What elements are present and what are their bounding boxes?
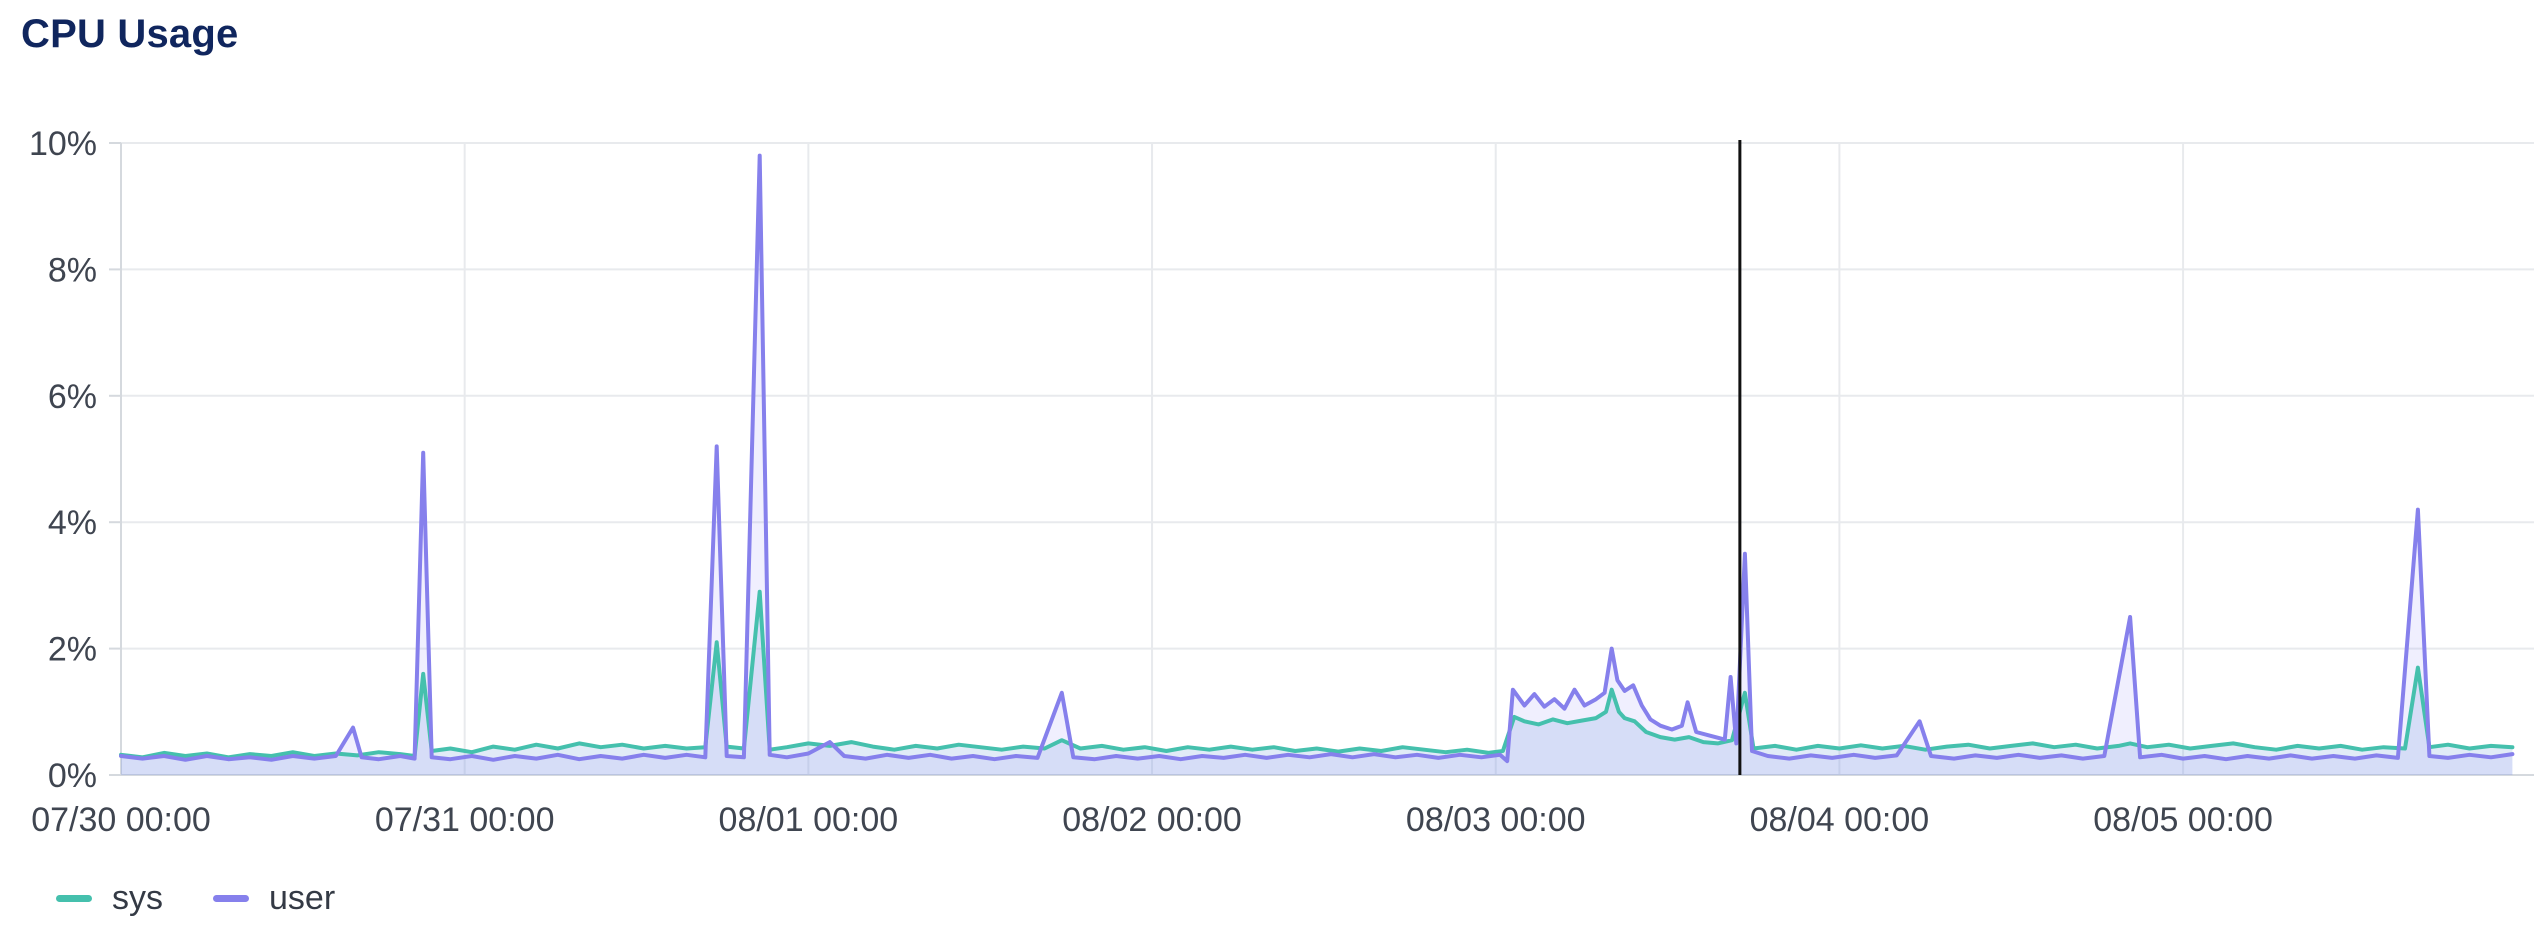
legend-label-user: user	[269, 879, 336, 917]
series-area-sys	[121, 591, 2513, 775]
series-line-sys[interactable]	[119, 589, 2515, 760]
legend-swatch-user	[213, 895, 249, 902]
x-axis-label: 08/02 00:00	[1062, 801, 1242, 839]
series-line-user[interactable]	[119, 153, 2515, 764]
x-axis-label: 08/04 00:00	[1750, 801, 1930, 839]
x-axis-label: 08/03 00:00	[1406, 801, 1586, 839]
y-axis-label: 8%	[48, 251, 97, 289]
x-axis-label: 07/31 00:00	[375, 801, 555, 839]
legend-swatch-sys	[56, 895, 92, 902]
y-axis-label: 4%	[48, 504, 97, 542]
y-axis-label: 2%	[48, 631, 97, 669]
legend-item-user[interactable]: user	[213, 879, 335, 918]
y-axis-label: 6%	[48, 378, 97, 416]
x-axis-label: 07/30 00:00	[31, 801, 211, 839]
x-axis-label: 08/01 00:00	[719, 801, 899, 839]
legend-item-sys[interactable]: sys	[56, 879, 163, 918]
chart-legend: sys user	[56, 879, 335, 918]
x-axis-label: 08/05 00:00	[2093, 801, 2273, 839]
legend-label-sys: sys	[112, 879, 163, 917]
chart-title: CPU Usage	[21, 12, 239, 56]
series-area-user	[121, 155, 2513, 776]
y-axis-label: 10%	[29, 125, 97, 163]
y-axis-label: 0%	[48, 757, 97, 795]
